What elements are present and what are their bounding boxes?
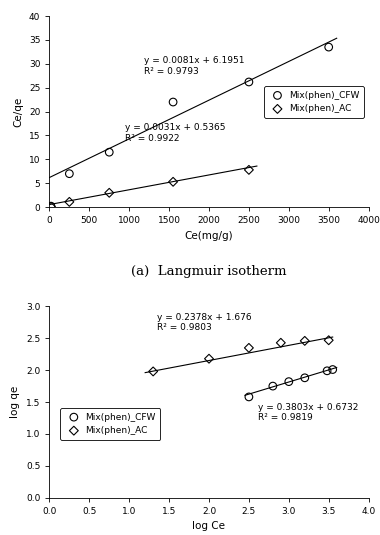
Mix(phen)_AC <box>170 178 176 186</box>
Mix(phen)_CFW <box>66 170 72 178</box>
Legend: Mix(phen)_CFW, Mix(phen)_AC: Mix(phen)_CFW, Mix(phen)_AC <box>60 408 160 440</box>
Mix(phen)_AC <box>66 197 72 206</box>
Text: y = 0.0081x + 6.1951
R² = 0.9793: y = 0.0081x + 6.1951 R² = 0.9793 <box>144 56 244 76</box>
Mix(phen)_CFW <box>329 365 336 374</box>
X-axis label: Ce(mg/g): Ce(mg/g) <box>185 231 233 241</box>
Mix(phen)_AC <box>246 166 252 174</box>
Mix(phen)_CFW <box>270 382 276 391</box>
Mix(phen)_CFW <box>246 393 252 401</box>
Mix(phen)_CFW <box>326 43 332 51</box>
Mix(phen)_CFW <box>324 366 330 375</box>
Mix(phen)_CFW <box>246 78 252 86</box>
Mix(phen)_CFW <box>170 98 176 106</box>
Mix(phen)_CFW <box>286 377 292 386</box>
Y-axis label: Ce/qe: Ce/qe <box>13 96 23 127</box>
Mix(phen)_AC <box>278 339 284 347</box>
Mix(phen)_AC <box>106 188 112 197</box>
Mix(phen)_AC <box>206 354 212 363</box>
Legend: Mix(phen)_CFW, Mix(phen)_AC: Mix(phen)_CFW, Mix(phen)_AC <box>264 86 364 118</box>
Y-axis label: log qe: log qe <box>10 386 21 418</box>
Mix(phen)_CFW <box>302 373 308 382</box>
Title: (a)  Langmuir isotherm: (a) Langmuir isotherm <box>131 265 287 278</box>
Text: y = 0.3803x + 0.6732
R² = 0.9819: y = 0.3803x + 0.6732 R² = 0.9819 <box>258 403 359 423</box>
Text: y = 0.2378x + 1.676
R² = 0.9803: y = 0.2378x + 1.676 R² = 0.9803 <box>157 312 252 332</box>
Mix(phen)_CFW <box>106 148 112 156</box>
Text: y = 0.0031x + 0.5365
R² = 0.9922: y = 0.0031x + 0.5365 R² = 0.9922 <box>125 123 226 143</box>
Mix(phen)_AC <box>302 337 308 345</box>
Mix(phen)_CFW <box>48 202 54 210</box>
Mix(phen)_AC <box>48 203 54 211</box>
X-axis label: log Ce: log Ce <box>193 521 225 531</box>
Mix(phen)_AC <box>326 336 332 345</box>
Mix(phen)_AC <box>246 343 252 352</box>
Mix(phen)_AC <box>150 367 156 376</box>
